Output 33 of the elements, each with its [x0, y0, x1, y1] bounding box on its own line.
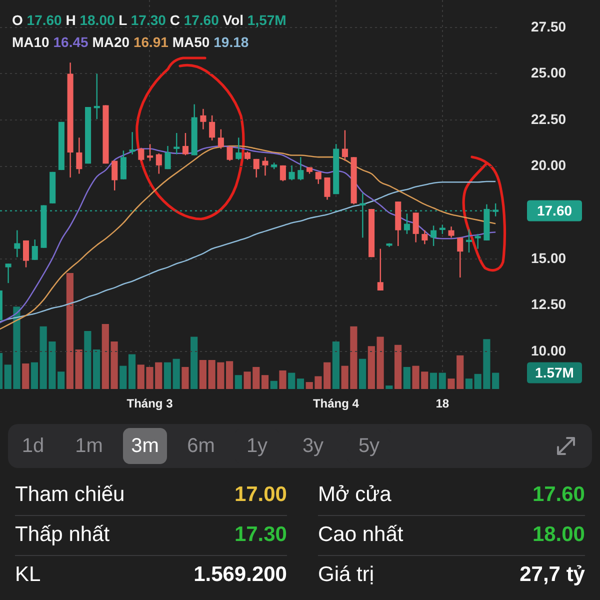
text: 27,7 tỷ — [520, 563, 585, 586]
y-tick-label: 12.50 — [530, 296, 566, 312]
text: 17.00 — [234, 483, 287, 506]
x-tick-label: Tháng 3 — [127, 396, 174, 411]
category-label: 3m — [123, 428, 167, 464]
text: 17.30 — [234, 523, 287, 546]
y-tick-label: 25.00 — [530, 64, 566, 80]
ref-line-label: 17.60 — [536, 202, 572, 218]
category-label: 1m — [67, 428, 111, 464]
category-label: 1d — [11, 428, 55, 464]
y-tick-label: 20.00 — [530, 156, 566, 173]
text: 1.569.200 — [194, 563, 287, 586]
x-tick-label: 18 — [436, 396, 450, 411]
y-tick-label: 15.00 — [530, 249, 566, 266]
category-label: Thấp nhất — [15, 522, 110, 548]
category-label: Giá trị — [318, 562, 374, 588]
text: 1.57M — [535, 364, 574, 381]
y-tick-label: 22.50 — [530, 110, 566, 126]
category-label: 1y — [235, 428, 279, 464]
category-label: 5y — [347, 428, 391, 464]
y-tick-label: 27.50 — [530, 18, 566, 34]
category-label: KL — [15, 562, 41, 588]
category-label: 3y — [291, 428, 335, 464]
category-label: 6m — [179, 428, 223, 464]
category-label: Cao nhất — [318, 522, 404, 548]
y-tick-label: 10.00 — [530, 342, 566, 358]
text: O 17.60 H 18.00 L 17.30 C 17.60 Vol 1,57M — [12, 12, 286, 28]
annotation: MA10 16.45 MA20 16.91 MA50 19.18 — [12, 34, 249, 50]
category-label: Mở cửa — [318, 482, 392, 508]
category-label: Tham chiếu — [15, 482, 125, 508]
text: 18.00 — [532, 523, 585, 546]
text: 17.60 — [532, 483, 585, 506]
x-tick-label: Tháng 4 — [313, 396, 360, 411]
